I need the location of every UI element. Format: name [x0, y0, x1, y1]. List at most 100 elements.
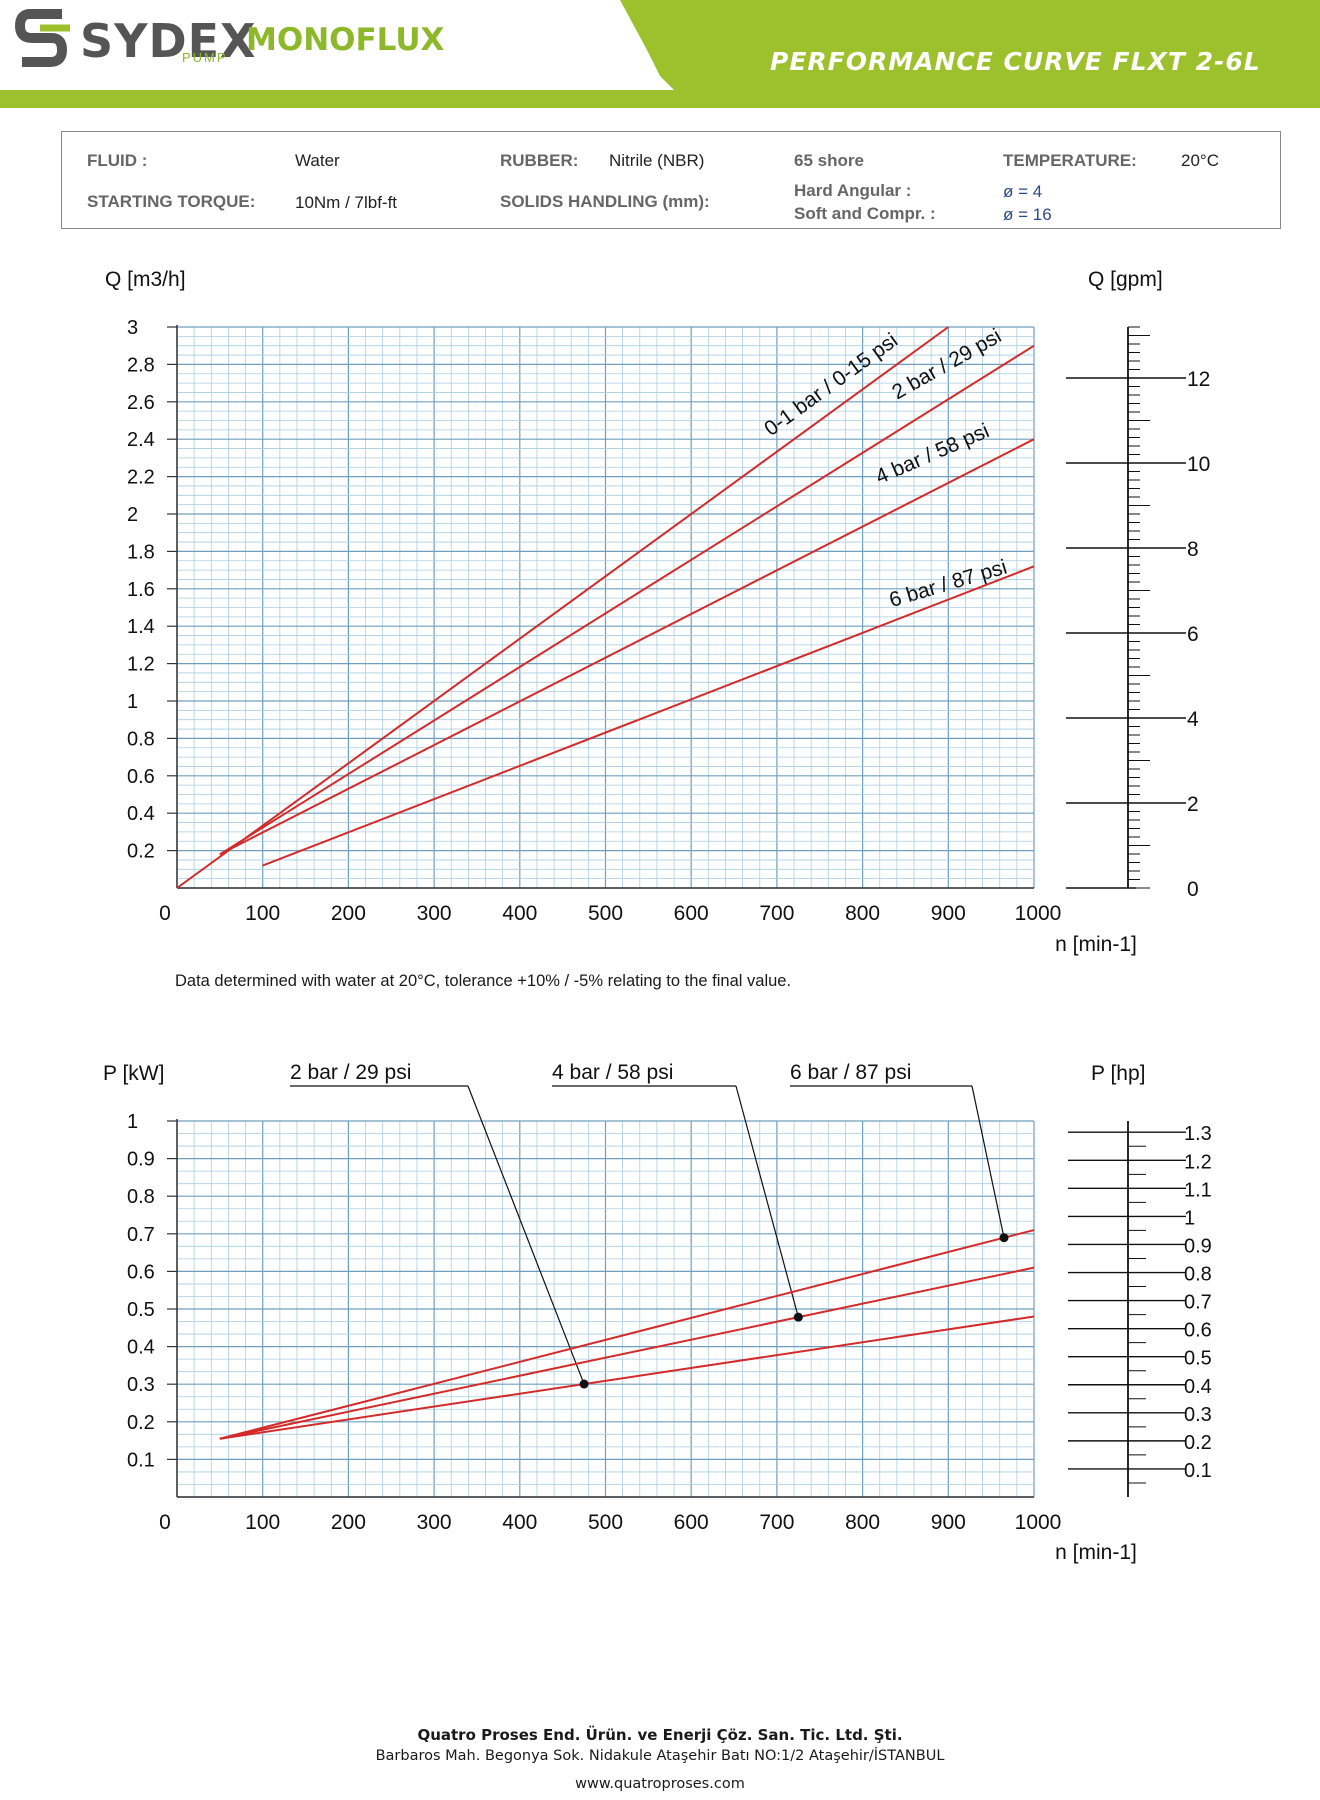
header-background: [0, 0, 1320, 108]
chart2-y2-tick-label: 0.1: [1184, 1460, 1212, 1482]
chart2-x-axis-title: n [min-1]: [1055, 1541, 1137, 1564]
chart2-y-tick-label: 0.4: [127, 1337, 155, 1359]
chart1-x-tick-label: 400: [502, 902, 537, 925]
torque-value: 10Nm / 7lbf-ft: [295, 193, 398, 212]
temperature-label: TEMPERATURE:: [1003, 151, 1137, 170]
chart1-x-tick-label: 500: [588, 902, 623, 925]
chart2-y2-tick-label: 0.4: [1184, 1376, 1212, 1398]
chart2-y-tick-label: 0.9: [127, 1149, 155, 1171]
chart1-y-tick-label: 3: [127, 317, 138, 339]
brand-sub: PUMP: [182, 50, 228, 65]
chart2-y2-axis-title: P [hp]: [1091, 1062, 1146, 1085]
chart1-x-tick-label: 900: [931, 902, 966, 925]
chart1-y-tick-label: 2.8: [127, 354, 155, 376]
footer-website[interactable]: www.quatroproses.com: [575, 1776, 745, 1792]
chart1-y2-tick-label: 12: [1187, 368, 1210, 391]
chart2-y2-tick-label: 0.9: [1184, 1235, 1212, 1257]
chart2-y2-tick-label: 0.2: [1184, 1432, 1212, 1454]
chart2-y-tick-label: 0.6: [127, 1261, 155, 1283]
brand-name: SYDEX: [80, 14, 257, 68]
temperature-value: 20°C: [1181, 151, 1219, 170]
footer-company: Quatro Proses End. Ürün. ve Enerji Çöz. …: [417, 1726, 903, 1744]
chart1-y-tick-label: 1.4: [127, 616, 155, 638]
chart1-x-tick-label: 700: [759, 902, 794, 925]
chart2-series-marker: [793, 1312, 803, 1322]
chart1-x-axis-title: n [min-1]: [1055, 933, 1137, 956]
chart2-y-tick-label: 1: [127, 1111, 138, 1133]
chart1-series-line: [176, 326, 949, 889]
shore-value: 65 shore: [794, 151, 864, 170]
chart2-x-tick-label: 1000: [1015, 1511, 1062, 1534]
chart2-y-tick-label: 0.5: [127, 1299, 155, 1321]
chart2-y2-tick-label: 0.3: [1184, 1404, 1212, 1426]
chart1-x-tick-label: 0: [159, 902, 171, 925]
fluid-value: Water: [295, 151, 340, 170]
soft-label: Soft and Compr. :: [794, 204, 936, 223]
chart1-y-tick-label: 2.2: [127, 467, 155, 489]
chart2-x-tick-label: 100: [245, 1511, 280, 1534]
chart1-y-tick-label: 2.4: [127, 429, 155, 451]
chart1-y2-tick-label: 6: [1187, 623, 1199, 646]
chart2-y2-tick-label: 1.1: [1184, 1179, 1212, 1201]
chart2-y-tick-label: 0.8: [127, 1186, 155, 1208]
chart2-leader-line: [971, 1085, 1005, 1238]
chart1-y2-tick-label: 0: [1187, 878, 1199, 901]
chart2-series-marker: [579, 1379, 589, 1389]
chart1-y-axis-title: Q [m3/h]: [105, 268, 186, 291]
chart2-x-tick-label: 0: [159, 1511, 171, 1534]
hard-angular-label: Hard Angular :: [794, 181, 912, 200]
chart1-y-tick-label: 0.8: [127, 728, 155, 750]
chart1-x-tick-label: 200: [331, 902, 366, 925]
chart1-x-tick-label: 600: [674, 902, 709, 925]
chart1-y-tick-label: 0.6: [127, 766, 155, 788]
chart1-y-tick-label: 1.6: [127, 579, 155, 601]
chart2-leader-line: [735, 1085, 799, 1318]
chart1-series-line: [219, 344, 1035, 856]
chart1-x-tick-label: 800: [845, 902, 880, 925]
tolerance-note: Data determined with water at 20°C, tole…: [175, 972, 792, 990]
chart1-y2-axis-title: Q [gpm]: [1088, 268, 1163, 291]
chart1-y-tick-label: 1.8: [127, 541, 155, 563]
hard-angular-value: ø = 4: [1003, 182, 1043, 201]
chart2-y2-tick-label: 0.8: [1184, 1264, 1212, 1286]
chart2-y-tick-label: 0.7: [127, 1224, 155, 1246]
chart1-series-line: [262, 565, 1035, 867]
chart2-y-tick-label: 0.1: [127, 1449, 155, 1471]
chart2-x-tick-label: 600: [674, 1511, 709, 1534]
torque-label: STARTING TORQUE:: [87, 192, 256, 211]
chart1-y2-tick-label: 10: [1187, 453, 1210, 476]
chart2-series-label: 4 bar / 58 psi: [552, 1061, 673, 1084]
chart1-x-tick-label: 1000: [1015, 902, 1062, 925]
chart1-y-tick-label: 1: [127, 691, 138, 713]
chart2-series-marker: [999, 1233, 1009, 1243]
chart1-y-tick-label: 0.2: [127, 841, 155, 863]
chart2-y-tick-label: 0.3: [127, 1374, 155, 1396]
chart2-series-line: [219, 1266, 1035, 1440]
fluid-label: FLUID :: [87, 151, 148, 170]
chart2-y-axis-title: P [kW]: [103, 1062, 164, 1085]
brand-monoflux: MONOFLUX: [246, 22, 445, 58]
solids-label: SOLIDS HANDLING (mm):: [500, 192, 710, 211]
chart2-series-line: [219, 1229, 1035, 1440]
rubber-value: Nitrile (NBR): [609, 151, 705, 170]
chart2-x-tick-label: 800: [845, 1511, 880, 1534]
chart1-y-tick-label: 2: [127, 504, 138, 526]
chart2-leader-line: [467, 1085, 585, 1385]
page-title: PERFORMANCE CURVE FLXT 2-6L: [770, 47, 1261, 76]
chart2-x-tick-label: 700: [759, 1511, 794, 1534]
chart1-y-tick-label: 1.2: [127, 654, 155, 676]
chart2-y2-tick-label: 0.7: [1184, 1292, 1212, 1314]
chart2-x-tick-label: 900: [931, 1511, 966, 1534]
chart2-y2-tick-label: 1.2: [1184, 1151, 1212, 1173]
rubber-label: RUBBER:: [500, 151, 579, 170]
chart1-y2-tick-label: 4: [1187, 708, 1199, 731]
chart2-x-tick-label: 500: [588, 1511, 623, 1534]
chart2-x-tick-label: 200: [331, 1511, 366, 1534]
chart1-y2-tick-label: 8: [1187, 538, 1199, 561]
chart2-y2-tick-label: 0.6: [1184, 1320, 1212, 1342]
chart1-y-tick-label: 2.6: [127, 392, 155, 414]
chart2-y2-tick-label: 1: [1184, 1207, 1195, 1229]
chart2-y2-tick-label: 1.3: [1184, 1123, 1212, 1145]
footer-address: Barbaros Mah. Begonya Sok. Nidakule Ataş…: [375, 1748, 945, 1764]
